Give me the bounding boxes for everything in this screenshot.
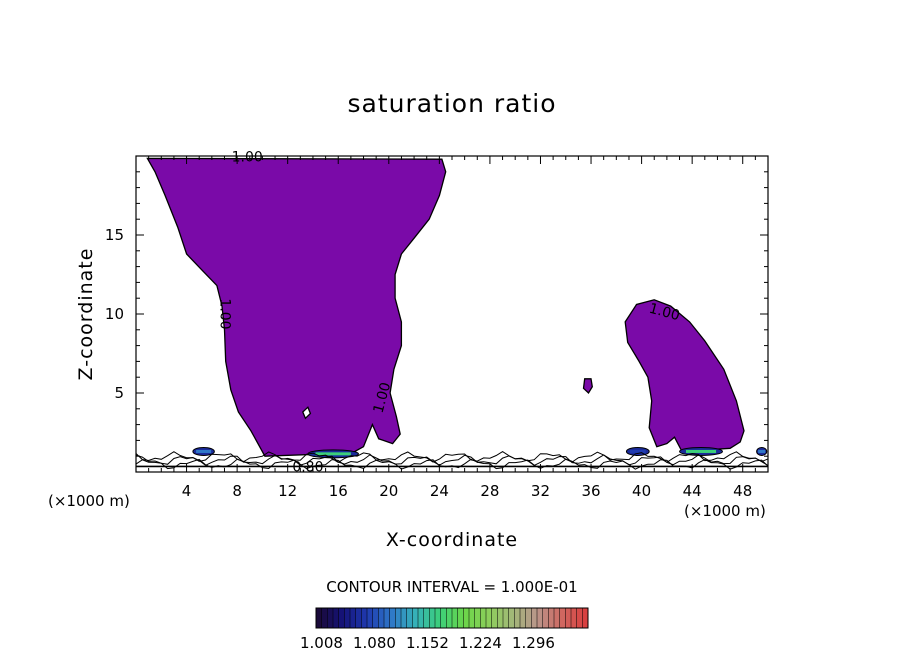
colorbar-cell-1 <box>321 608 328 628</box>
x-tick-label-36: 36 <box>581 482 600 500</box>
contour-label-2: 1.00 <box>371 381 395 415</box>
colorbar-cell-31 <box>491 608 498 628</box>
colorbar-cell-34 <box>508 608 515 628</box>
x-tick-label-40: 40 <box>632 482 651 500</box>
colorbar-cell-21 <box>435 608 442 628</box>
x-tick-label-28: 28 <box>480 482 499 500</box>
colorbar-cell-8 <box>361 608 368 628</box>
colorbar-cell-24 <box>452 608 459 628</box>
colorbar-cell-0 <box>316 608 323 628</box>
colorbar-tick-label-3: 1.224 <box>459 634 502 652</box>
contour-label-0: 1.00 <box>232 150 263 166</box>
colorbar-cell-36 <box>520 608 527 628</box>
colorbar-cell-17 <box>412 608 419 628</box>
contour-label-1: 1.00 <box>216 298 232 329</box>
colorbar-cell-35 <box>514 608 521 628</box>
x-tick-label-20: 20 <box>379 482 398 500</box>
colorbar-cell-37 <box>525 608 532 628</box>
colorbar-cell-43 <box>559 608 566 628</box>
colorbar-cell-39 <box>537 608 544 628</box>
surface-feature-core-1 <box>315 452 351 456</box>
colorbar-tick-label-2: 1.152 <box>406 634 449 652</box>
ground-contour-line-1 <box>135 454 769 466</box>
colorbar-tick-labels: 1.008 1.080 1.152 1.224 1.296 <box>300 634 555 652</box>
chart-title: saturation ratio <box>347 89 556 118</box>
x-tick-label-32: 32 <box>531 482 550 500</box>
colorbar-cell-4 <box>338 608 345 628</box>
colorbar-cell-26 <box>463 608 470 628</box>
surface-feature-core-4 <box>758 449 766 453</box>
y-tick-label-5: 5 <box>114 384 124 402</box>
colorbar-cell-44 <box>565 608 572 628</box>
colorbar-cell-23 <box>446 608 453 628</box>
colorbar-tick-label-0: 1.008 <box>300 634 343 652</box>
colorbar-cell-40 <box>542 608 549 628</box>
x-tick-label-24: 24 <box>430 482 449 500</box>
colorbar-cell-14 <box>395 608 402 628</box>
filled-contour-regions <box>146 157 768 459</box>
colorbar-cell-42 <box>554 608 561 628</box>
colorbar-cell-16 <box>406 608 413 628</box>
colorbar-cell-3 <box>333 608 340 628</box>
y-axis-ticks: 5 10 15 <box>105 171 768 457</box>
x-unit-label-left: (×1000 m) <box>48 492 130 510</box>
colorbar-cell-38 <box>531 608 538 628</box>
colorbar-cell-7 <box>355 608 362 628</box>
x-tick-label-8: 8 <box>232 482 242 500</box>
colorbar-cell-25 <box>457 608 464 628</box>
ground-contours <box>135 451 769 470</box>
colorbar-cell-12 <box>384 608 391 628</box>
x-tick-label-16: 16 <box>329 482 348 500</box>
surface-feature-core-3 <box>685 449 717 453</box>
colorbar-tick-label-4: 1.296 <box>512 634 555 652</box>
colorbar-frame <box>315 607 589 629</box>
x-unit-label-right: (×1000 m) <box>684 502 766 520</box>
colorbar-cell-13 <box>389 608 396 628</box>
x-axis-title: X-coordinate <box>386 529 518 551</box>
x-tick-label-12: 12 <box>278 482 297 500</box>
colorbar-tick-label-1: 1.080 <box>353 634 396 652</box>
colorbar-cell-9 <box>367 608 374 628</box>
x-tick-label-4: 4 <box>182 482 192 500</box>
colorbar-cell-30 <box>486 608 493 628</box>
y-tick-label-15: 15 <box>105 226 124 244</box>
x-tick-label-44: 44 <box>683 482 702 500</box>
contour-region-left-plume <box>146 157 447 457</box>
contour-label-4: 0.80 <box>292 459 323 475</box>
colorbar-cell-5 <box>344 608 351 628</box>
ground-contour-line-2 <box>135 451 769 463</box>
colorbar-cell-22 <box>440 608 447 628</box>
colorbar-cell-41 <box>548 608 555 628</box>
surface-feature-core-2 <box>629 449 646 453</box>
colorbar-cell-2 <box>327 608 334 628</box>
contour-region-small-blob <box>582 378 593 395</box>
colorbar-cell-46 <box>576 608 583 628</box>
colorbar-cell-29 <box>480 608 487 628</box>
colorbar-cell-18 <box>418 608 425 628</box>
colorbar-cell-15 <box>401 608 408 628</box>
y-axis-title: Z-coordinate <box>75 248 97 381</box>
x-axis-ticks: 4 8 12 16 20 24 28 32 36 40 44 48 <box>148 156 756 500</box>
contour-label-3: 1.00 <box>647 301 681 325</box>
colorbar-cell-20 <box>429 608 436 628</box>
colorbar-cell-28 <box>474 608 481 628</box>
colorbar-cell-6 <box>350 608 357 628</box>
colorbar-cell-45 <box>571 608 578 628</box>
colorbar-cell-11 <box>378 608 385 628</box>
colorbar-cell-33 <box>503 608 510 628</box>
y-tick-label-10: 10 <box>105 305 124 323</box>
colorbar-cell-19 <box>423 608 430 628</box>
colorbar-cell-10 <box>372 608 379 628</box>
colorbar-cell-32 <box>497 608 504 628</box>
contour-interval-label: CONTOUR INTERVAL = 1.000E-01 <box>326 578 577 596</box>
colorbar-cell-47 <box>582 608 589 628</box>
colorbar <box>315 607 589 629</box>
x-tick-label-48: 48 <box>733 482 752 500</box>
contour-region-right-plume <box>624 299 745 453</box>
colorbar-cell-27 <box>469 608 476 628</box>
contour-labels: 1.00 1.00 1.00 1.00 0.80 <box>216 150 681 476</box>
surface-feature-core-0 <box>196 449 212 453</box>
